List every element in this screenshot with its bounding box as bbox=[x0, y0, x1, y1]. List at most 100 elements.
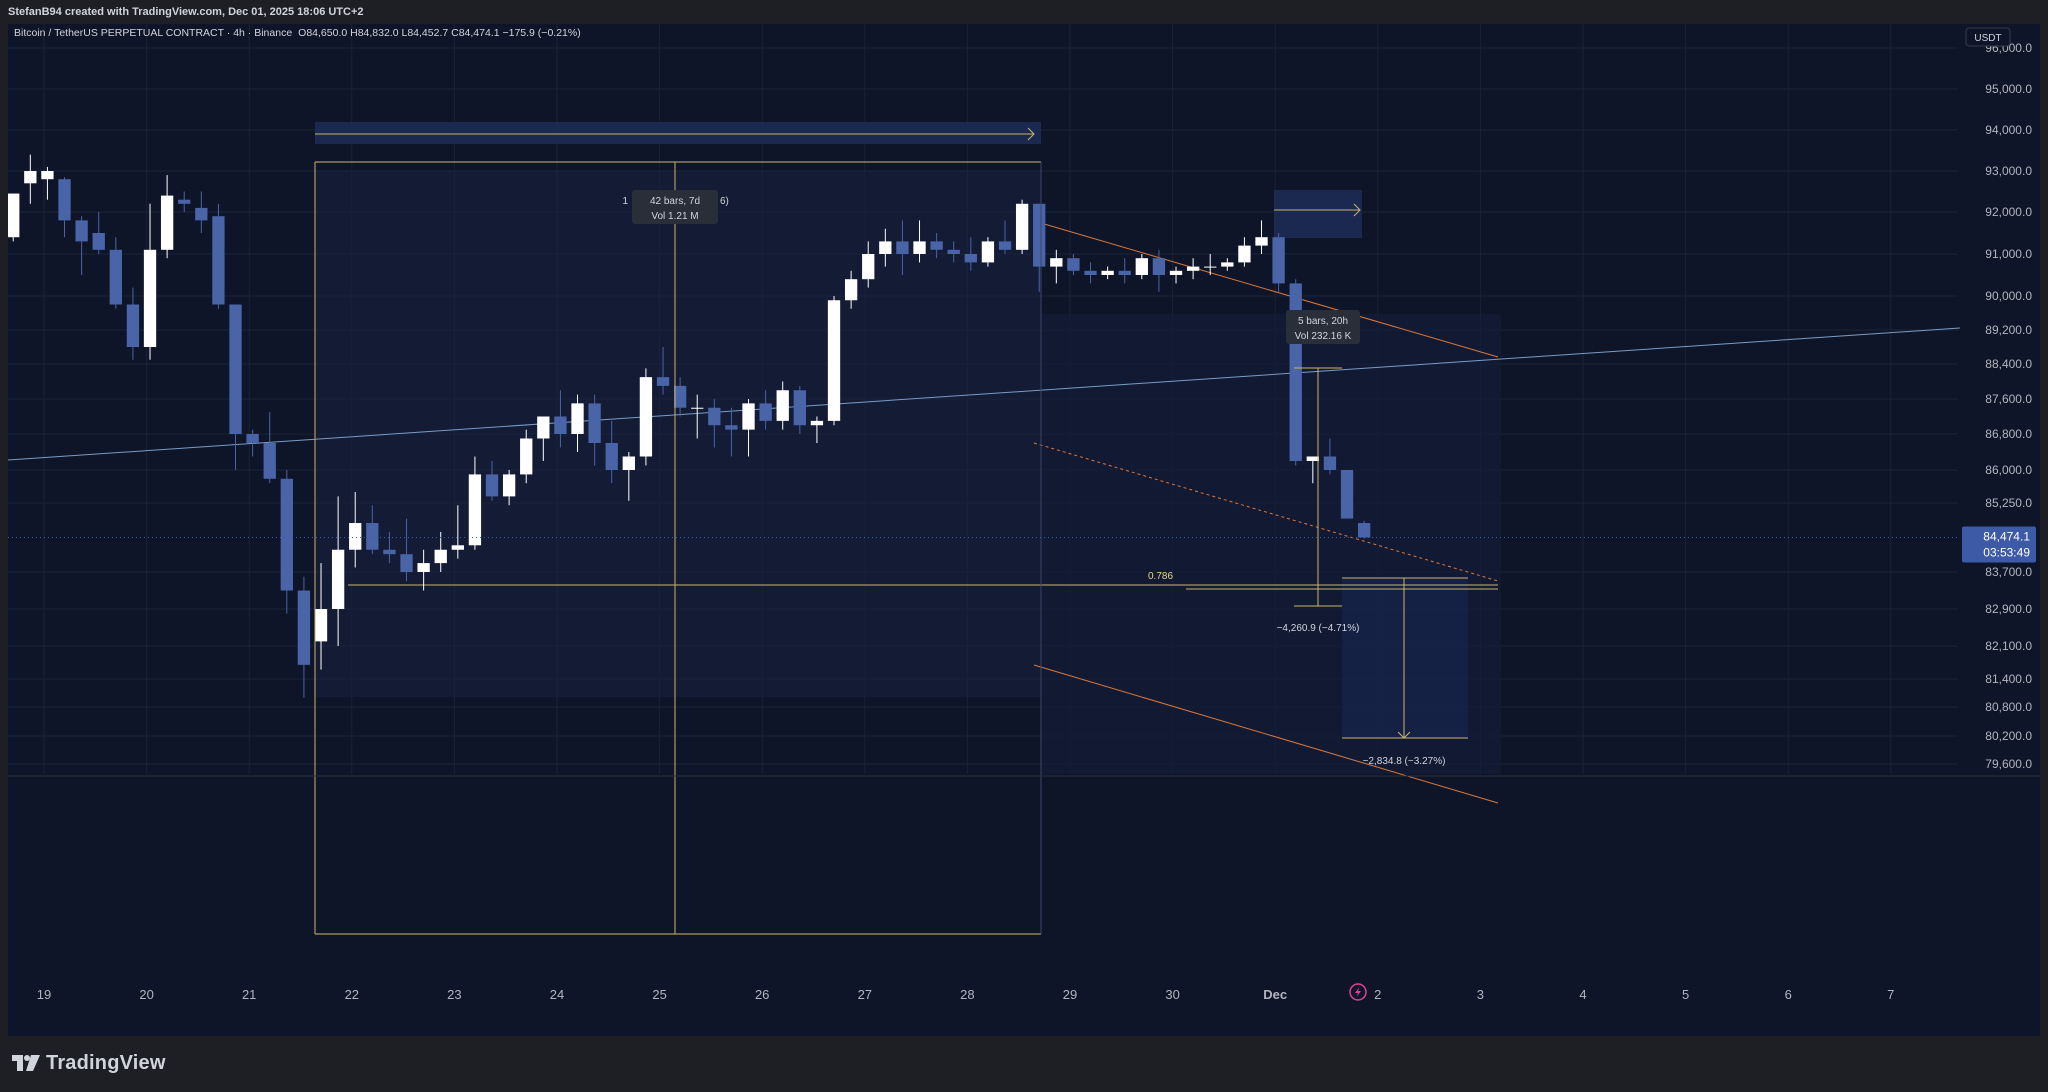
candle-body bbox=[1169, 270, 1183, 275]
time-tick-label: 28 bbox=[960, 987, 974, 1002]
price-tick-label: 81,400.0 bbox=[1985, 672, 2032, 686]
candle-body bbox=[1221, 262, 1234, 267]
price-tick-label: 86,800.0 bbox=[1985, 427, 2032, 441]
tradingview-logo-icon bbox=[12, 1055, 40, 1071]
candle-body bbox=[1135, 258, 1148, 275]
candle-body bbox=[297, 590, 311, 665]
candle-body bbox=[759, 403, 772, 421]
candle-body bbox=[1186, 266, 1200, 271]
chart-pane[interactable]: 0.786 42 bars, 7d Vol 1.21 M 1 6) 5 bars, 20… bbox=[8, 24, 2040, 1036]
candle-body bbox=[964, 254, 977, 263]
trend-line-mid-dashed[interactable] bbox=[1033, 442, 1499, 582]
arrow-head-icon bbox=[1353, 203, 1361, 217]
candle-body bbox=[160, 195, 174, 250]
candle-body bbox=[485, 474, 499, 497]
candle-body bbox=[1255, 237, 1268, 246]
candle-body bbox=[571, 403, 584, 434]
candle-body bbox=[810, 420, 824, 426]
price-tick-label: 95,000.0 bbox=[1985, 82, 2032, 96]
candle-body bbox=[998, 241, 1012, 250]
candle-body bbox=[1272, 237, 1285, 284]
candle-body bbox=[1357, 523, 1371, 538]
candle-body bbox=[981, 241, 995, 263]
time-tick-label: 6 bbox=[1785, 987, 1792, 1002]
created-with-text: StefanB94 created with TradingView.com, … bbox=[0, 0, 2048, 24]
candle-body bbox=[195, 207, 208, 221]
candle-body bbox=[417, 563, 430, 572]
lightning-icon[interactable] bbox=[1349, 983, 1367, 1001]
arrow-head-icon bbox=[1397, 731, 1411, 739]
tradingview-logo[interactable]: TradingView bbox=[12, 1049, 166, 1077]
time-tick-label: 19 bbox=[37, 987, 51, 1002]
legend-symbol: Bitcoin / TetherUS PERPETUAL CONTRACT · … bbox=[14, 27, 292, 39]
candle-body bbox=[280, 478, 293, 591]
time-tick-label: 20 bbox=[139, 987, 153, 1002]
candle-body bbox=[8, 193, 20, 238]
time-tick-label: 29 bbox=[1063, 987, 1077, 1002]
candle-body bbox=[502, 474, 516, 497]
candle-body bbox=[1340, 470, 1354, 519]
time-tick-label: 7 bbox=[1887, 987, 1894, 1002]
candle-body bbox=[708, 407, 721, 426]
candle-body bbox=[246, 434, 259, 443]
candle-body bbox=[41, 171, 54, 180]
candle-body bbox=[331, 549, 345, 609]
candle-body bbox=[434, 549, 447, 564]
candle-body bbox=[263, 443, 276, 479]
arrow-head-icon bbox=[1027, 127, 1035, 141]
candle-body bbox=[1015, 203, 1029, 250]
candle-body bbox=[92, 233, 105, 250]
candle-body bbox=[178, 199, 191, 204]
trend-line-upper[interactable] bbox=[1033, 220, 1499, 358]
drawing-zones bbox=[315, 122, 1501, 774]
bars-pattern-zone bbox=[315, 122, 1041, 144]
measure1-label: −4,260.9 (−4.71%) bbox=[1277, 623, 1360, 634]
candle-body bbox=[400, 554, 413, 572]
candle-body bbox=[1204, 266, 1217, 268]
trend-line-blue[interactable] bbox=[8, 327, 1961, 461]
time-axis[interactable]: 19 20 21 22 23 24 25 26 27 28 29 30 Dec 2 3 4 5 6 7 bbox=[8, 775, 2040, 1002]
trend-line-lower[interactable] bbox=[1033, 664, 1499, 804]
candle-body bbox=[143, 249, 157, 347]
price-tick-label: 79,600.0 bbox=[1985, 757, 2032, 771]
candle-body bbox=[827, 300, 841, 421]
measure2-label: −2,834.8 (−3.27%) bbox=[1363, 756, 1446, 767]
tradingview-logo-text: TradingView bbox=[46, 1051, 166, 1074]
measure-zone-2 bbox=[1342, 578, 1468, 738]
price-tick-label: 87,600.0 bbox=[1985, 392, 2032, 406]
price-scale[interactable]: 96,000.095,000.094,000.093,000.092,000.0… bbox=[1985, 41, 2032, 771]
range2-label-box bbox=[1286, 310, 1360, 344]
candle-body bbox=[605, 443, 618, 470]
candle-body bbox=[622, 456, 635, 470]
candle-body bbox=[742, 403, 755, 430]
candle-body bbox=[776, 390, 789, 421]
price-tick-label: 92,000.0 bbox=[1985, 205, 2032, 219]
candle-body bbox=[537, 416, 550, 439]
price-tick-label: 80,800.0 bbox=[1985, 700, 2032, 714]
candle-body bbox=[1050, 258, 1063, 267]
currency-badge[interactable]: USDT bbox=[1965, 27, 2011, 47]
candle-body bbox=[725, 425, 738, 430]
time-tick-label: 4 bbox=[1579, 987, 1586, 1002]
price-tick-label: 83,700.0 bbox=[1985, 565, 2032, 579]
candle-body bbox=[126, 304, 140, 347]
trend-lines[interactable]: 0.786 bbox=[8, 220, 1961, 804]
footer: TradingView bbox=[0, 1036, 2048, 1092]
price-tick-label: 91,000.0 bbox=[1985, 247, 2032, 261]
range1-label-suffix: 6) bbox=[720, 196, 729, 207]
price-tick-label: 82,900.0 bbox=[1985, 602, 2032, 616]
time-tick-label: 2 bbox=[1374, 987, 1381, 1002]
range1-label-box bbox=[632, 190, 718, 224]
price-chart[interactable]: 0.786 42 bars, 7d Vol 1.21 M 1 6) 5 bars, 20… bbox=[8, 24, 2040, 1036]
candle-body bbox=[1118, 270, 1131, 275]
measure-tools[interactable]: 42 bars, 7d Vol 1.21 M 1 6) 5 bars, 20h Vol 2… bbox=[314, 127, 1468, 935]
bars-pattern-zone-2 bbox=[1274, 190, 1362, 238]
range2-label-line1: 5 bars, 20h bbox=[1298, 316, 1348, 327]
candle-body bbox=[793, 390, 806, 426]
currency-label: USDT bbox=[1974, 33, 2001, 44]
candle-body bbox=[862, 254, 875, 280]
time-tick-label: 23 bbox=[447, 987, 461, 1002]
price-tick-label: 85,250.0 bbox=[1985, 496, 2032, 510]
candle-body bbox=[109, 249, 122, 305]
candle-body bbox=[212, 216, 225, 305]
